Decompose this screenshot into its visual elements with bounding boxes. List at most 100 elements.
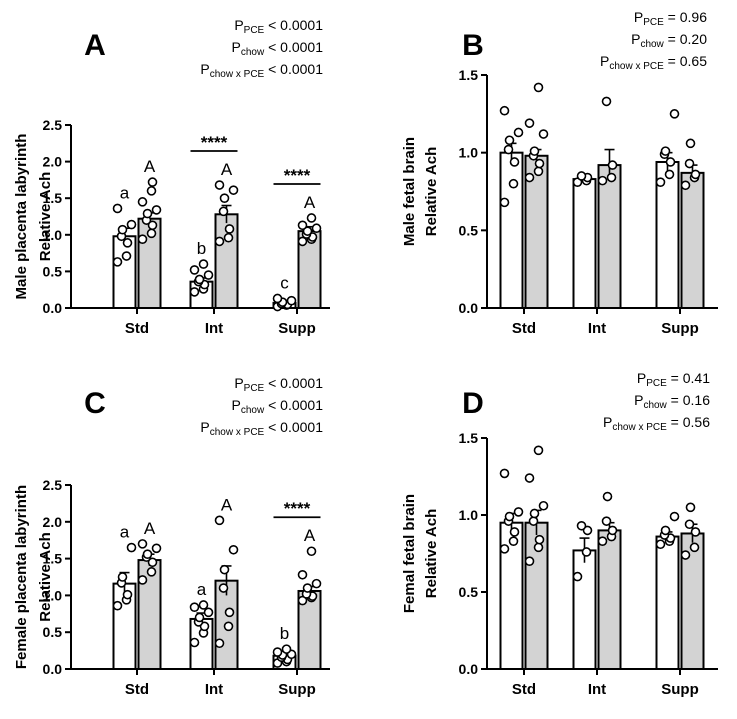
data-point bbox=[306, 546, 317, 557]
x-tick-label: Supp bbox=[661, 681, 699, 698]
stats-line: Pchow x PCE < 0.0001 bbox=[200, 419, 323, 438]
stats-value: < 0.0001 bbox=[264, 397, 323, 413]
y-tick-label: 0.5 bbox=[459, 222, 479, 238]
bar bbox=[112, 235, 137, 310]
stats-subscript: chow bbox=[241, 405, 265, 416]
x-tick-label: Std bbox=[125, 320, 149, 337]
data-point bbox=[137, 197, 148, 207]
y-tick-label: 1.5 bbox=[459, 430, 479, 446]
data-point bbox=[504, 511, 515, 522]
data-point bbox=[146, 186, 157, 196]
stats-p: P bbox=[634, 9, 643, 25]
stats-p: P bbox=[200, 419, 209, 435]
significance-letter: A bbox=[304, 526, 316, 545]
y-tick-label: 1.0 bbox=[43, 227, 63, 243]
stats-p: P bbox=[200, 61, 209, 77]
y-tick-label: 0.0 bbox=[459, 300, 479, 316]
bar bbox=[572, 178, 597, 309]
data-point bbox=[286, 295, 297, 306]
data-point bbox=[297, 236, 308, 247]
data-point bbox=[189, 287, 200, 297]
stats-subscript: chow x PCE bbox=[210, 69, 265, 80]
data-point bbox=[572, 571, 583, 582]
stats-value: < 0.0001 bbox=[264, 17, 323, 33]
stats-line: PPCE < 0.0001 bbox=[234, 17, 323, 36]
x-tick-label: Std bbox=[512, 320, 536, 337]
data-point bbox=[126, 542, 137, 553]
data-point bbox=[112, 257, 123, 267]
y-tick-label: 1.5 bbox=[43, 190, 63, 206]
y-axis-label: Femal fetal brain bbox=[401, 494, 418, 613]
y-tick-label: 0.5 bbox=[43, 263, 63, 279]
x-tick-label: Int bbox=[205, 320, 223, 337]
data-point bbox=[146, 567, 157, 577]
data-point bbox=[198, 259, 209, 269]
stats-p: P bbox=[634, 392, 643, 408]
stats-p: P bbox=[232, 397, 241, 413]
data-point bbox=[198, 600, 209, 610]
stats-subscript: PCE bbox=[646, 378, 667, 389]
stats-line: PPCE = 0.41 bbox=[637, 370, 710, 389]
y-tick-label: 2.5 bbox=[43, 477, 63, 493]
data-point bbox=[219, 193, 230, 203]
stats-line: PPCE = 0.96 bbox=[634, 9, 707, 28]
stats-line: Pchow < 0.0001 bbox=[232, 39, 324, 58]
stats-subscript: PCE bbox=[244, 25, 265, 36]
data-point bbox=[533, 445, 544, 456]
data-point bbox=[126, 219, 137, 230]
data-point bbox=[509, 527, 520, 537]
y-tick-label: 0.5 bbox=[43, 624, 63, 640]
data-point bbox=[508, 536, 519, 546]
data-point bbox=[214, 638, 225, 649]
stats-p: P bbox=[637, 370, 646, 386]
data-point bbox=[597, 536, 608, 546]
data-point bbox=[194, 612, 205, 623]
data-point bbox=[311, 578, 322, 589]
data-point bbox=[146, 228, 157, 239]
stats-line: PPCE < 0.0001 bbox=[234, 375, 323, 394]
data-point bbox=[538, 500, 549, 511]
data-point bbox=[302, 226, 313, 236]
data-point bbox=[534, 534, 545, 545]
data-point bbox=[524, 172, 535, 183]
stats-line: Pchow x PCE < 0.0001 bbox=[200, 61, 323, 80]
y-axis-label: Relative Ach bbox=[423, 147, 440, 236]
significance-letter: A bbox=[304, 193, 316, 212]
x-tick-label: Supp bbox=[661, 320, 699, 337]
y-tick-label: 0.0 bbox=[43, 300, 63, 316]
y-tick-label: 0.0 bbox=[459, 661, 479, 677]
data-point bbox=[142, 549, 153, 559]
data-point bbox=[524, 118, 535, 128]
y-axis-label: Relative Ach bbox=[37, 532, 54, 621]
y-tick-label: 1.0 bbox=[459, 507, 479, 523]
y-axis-label: Female placenta labyrinth bbox=[13, 485, 30, 669]
significance-letter: b bbox=[197, 239, 206, 258]
panel-b: B Male fetal brain Relative Ach 0.0 0.5 1.0 1.… bbox=[401, 9, 718, 337]
data-point bbox=[601, 516, 612, 526]
stats-p: P bbox=[234, 17, 243, 33]
data-point bbox=[660, 525, 671, 536]
stats-value: < 0.0001 bbox=[264, 39, 323, 55]
data-point bbox=[606, 172, 617, 183]
data-point bbox=[147, 177, 158, 187]
y-tick-label: 1.0 bbox=[459, 145, 479, 161]
data-point bbox=[533, 82, 544, 93]
data-point bbox=[685, 138, 696, 149]
sig-stars: **** bbox=[284, 166, 311, 185]
stats-line: Pchow x PCE = 0.56 bbox=[603, 414, 710, 433]
data-point bbox=[602, 491, 613, 502]
significance-letter: A bbox=[144, 157, 156, 176]
data-point bbox=[189, 265, 200, 275]
y-tick-label: 1.5 bbox=[43, 551, 63, 567]
stats-subscript: chow bbox=[241, 47, 265, 58]
data-point bbox=[499, 544, 510, 554]
stats-line: Pchow x PCE = 0.65 bbox=[600, 53, 707, 72]
stats-p: P bbox=[631, 31, 640, 47]
data-point bbox=[499, 105, 510, 116]
data-point bbox=[684, 519, 695, 530]
data-point bbox=[142, 208, 153, 219]
y-tick-label: 0.5 bbox=[459, 584, 479, 600]
panel-a: A Male placenta labyrinth Relative Ach 0.0 0… bbox=[13, 17, 330, 337]
data-point bbox=[218, 206, 229, 217]
